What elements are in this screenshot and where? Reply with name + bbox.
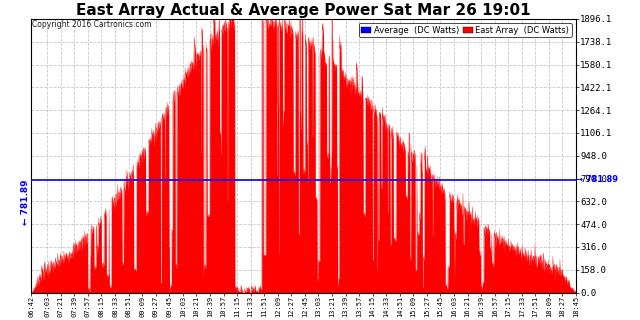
Text: Copyright 2016 Cartronics.com: Copyright 2016 Cartronics.com [32, 20, 152, 29]
Text: ← 781.89: ← 781.89 [22, 180, 31, 225]
Text: → 781.89: → 781.89 [576, 175, 618, 184]
Title: East Array Actual & Average Power Sat Mar 26 19:01: East Array Actual & Average Power Sat Ma… [76, 3, 531, 18]
Legend: Average  (DC Watts), East Array  (DC Watts): Average (DC Watts), East Array (DC Watts… [358, 23, 572, 37]
